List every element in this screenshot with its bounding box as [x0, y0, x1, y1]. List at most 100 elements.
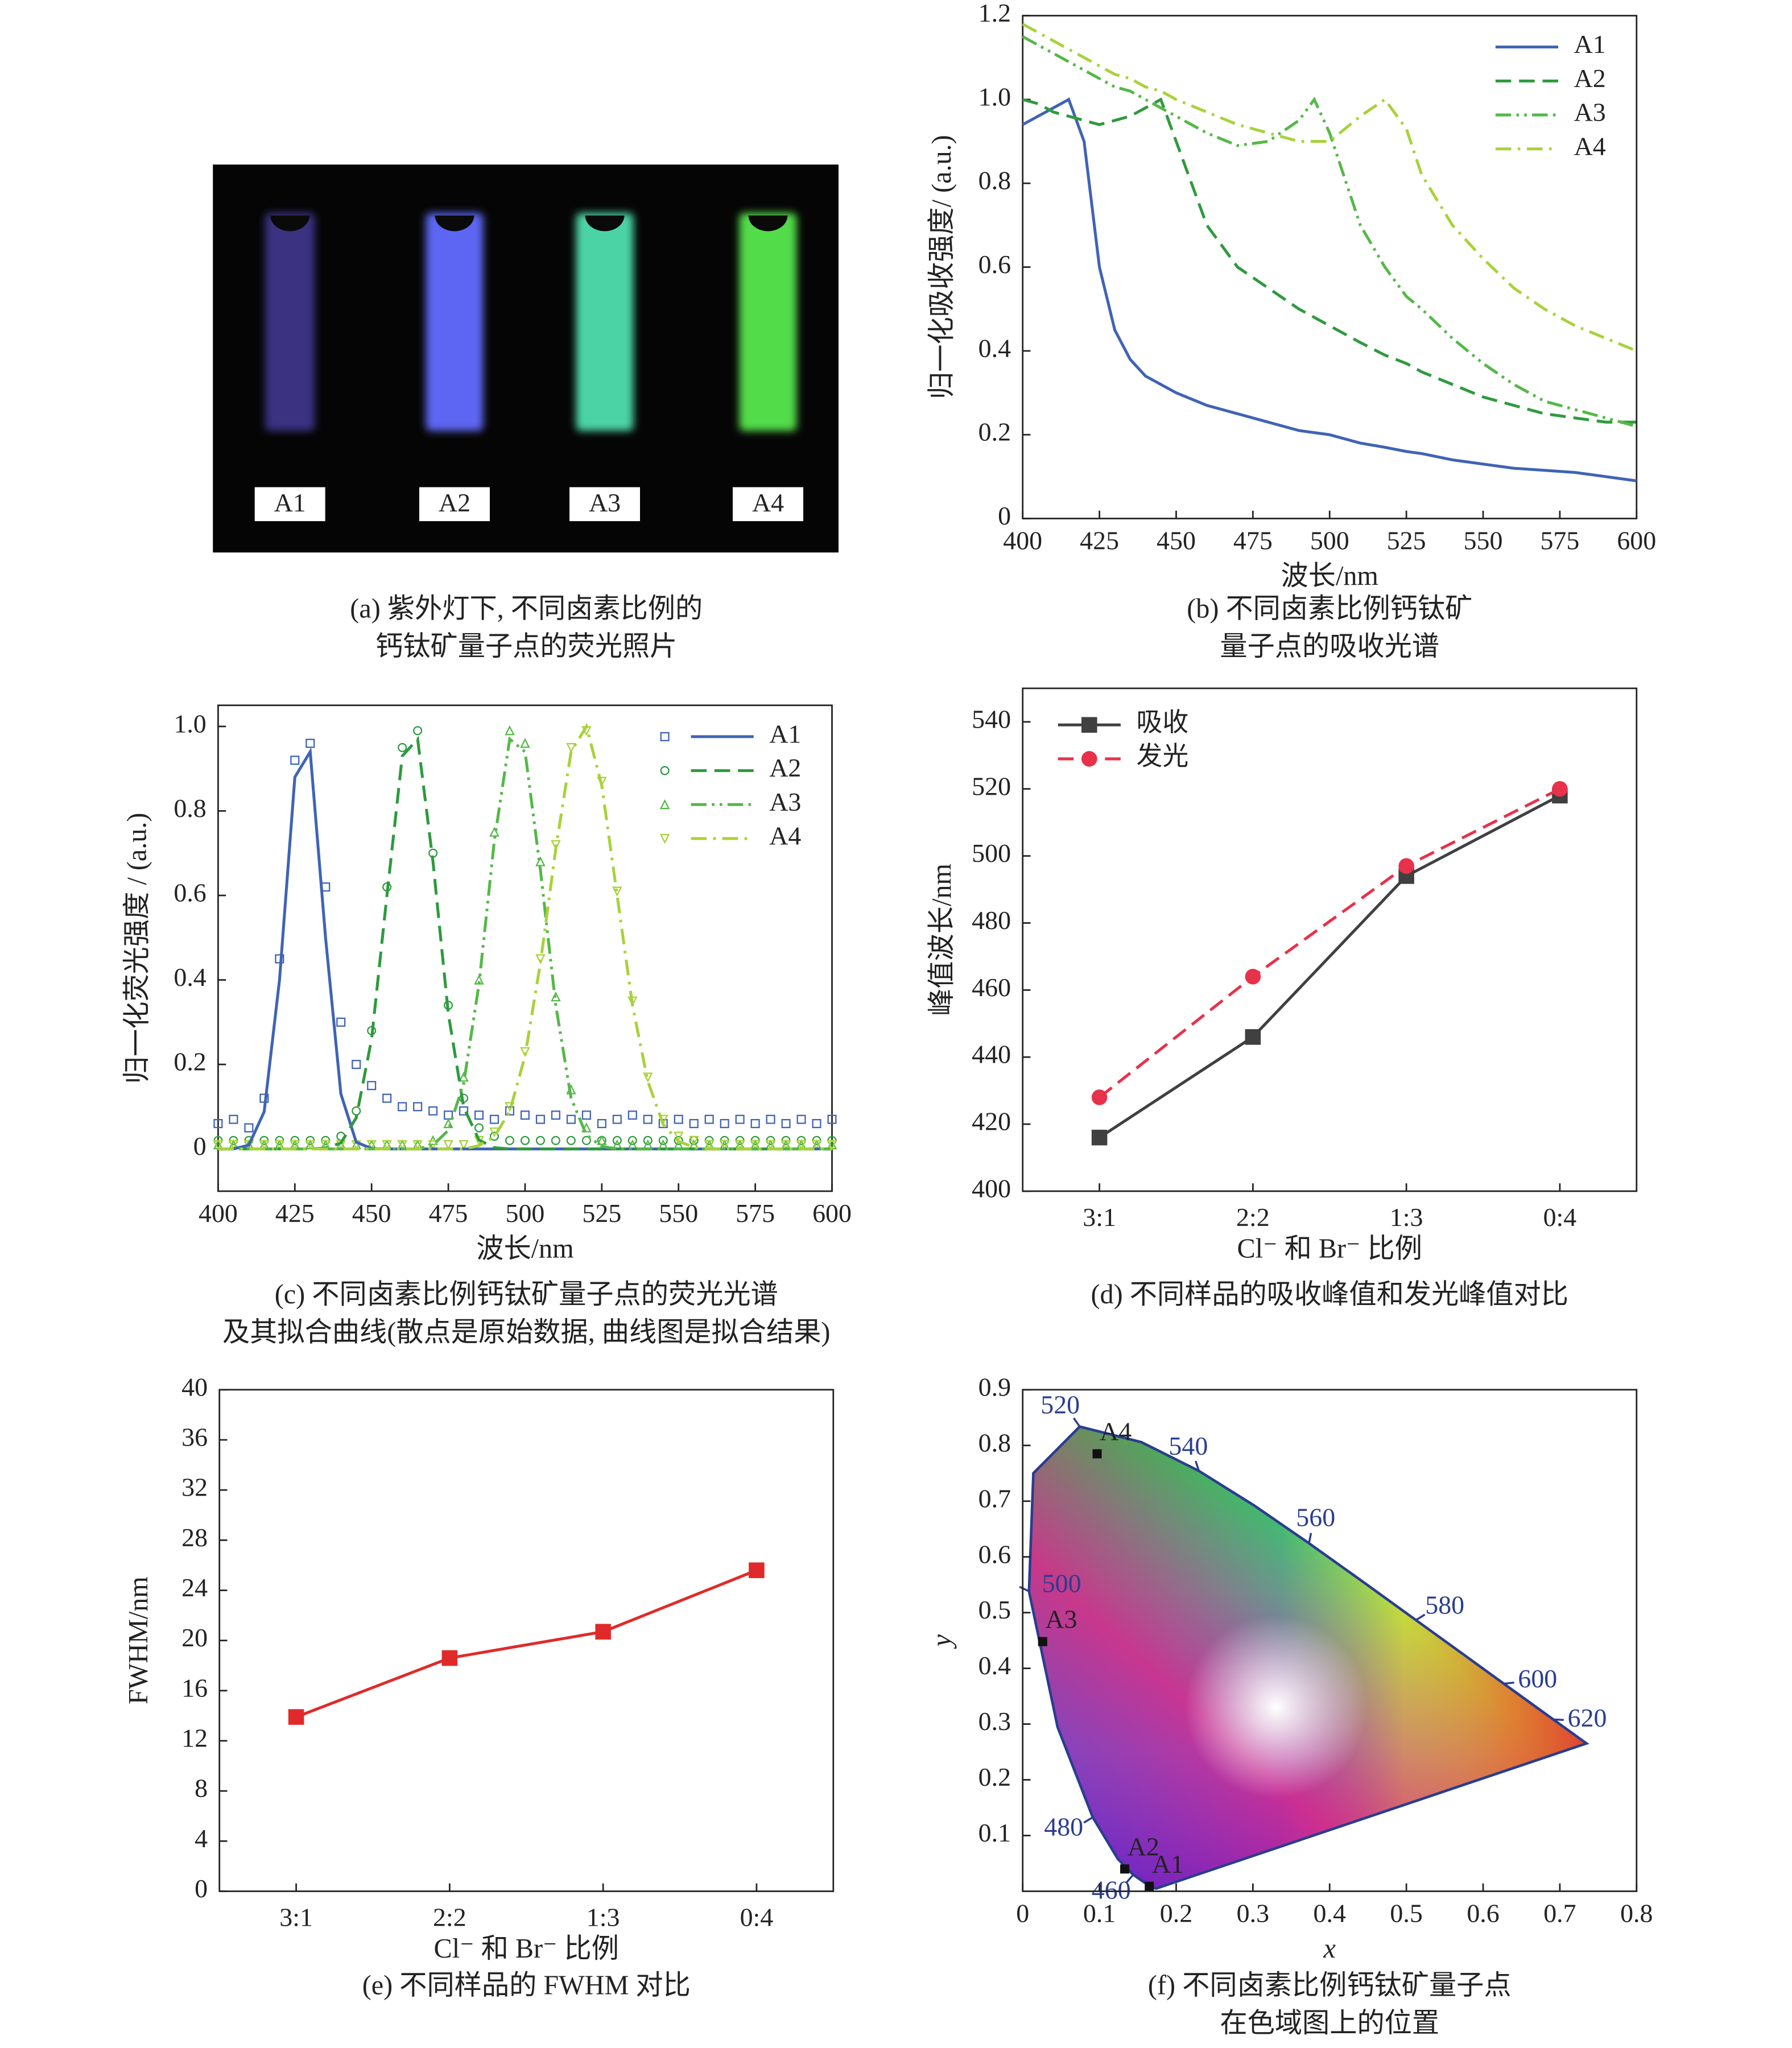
- raw-point: [459, 1140, 469, 1150]
- data-point: [1245, 968, 1261, 985]
- locus-tick: [1504, 1681, 1514, 1685]
- x-tick-label: 600: [1617, 526, 1656, 555]
- raw-point: [213, 1140, 224, 1150]
- y-tick-label: 0.2: [978, 418, 1011, 447]
- x-tick-label: 3:1: [279, 1903, 313, 1932]
- raw-point: [366, 1140, 377, 1150]
- y-tick-label: 520: [972, 771, 1011, 800]
- raw-point: [398, 743, 407, 753]
- raw-point: [627, 1136, 637, 1145]
- label-box: [419, 487, 490, 522]
- x-tick-label: 2:2: [1236, 1203, 1270, 1232]
- x-tick-label: 525: [582, 1199, 621, 1228]
- locus-tick: [1553, 1718, 1564, 1721]
- locus-tick: [1083, 1816, 1093, 1824]
- raw-point: [274, 1140, 285, 1150]
- y-tick-label: 0.8: [174, 794, 206, 823]
- legend-label: A1: [1574, 30, 1606, 59]
- legend-label: A3: [1574, 98, 1606, 127]
- raw-point: [704, 1114, 714, 1124]
- legend-marker: [659, 799, 670, 810]
- legend-marker: [1081, 751, 1097, 767]
- x-tick-label: 575: [1540, 526, 1579, 555]
- sample-label: A1: [274, 488, 306, 517]
- raw-point: [535, 1114, 545, 1124]
- point-label: A3: [1045, 1605, 1077, 1634]
- spectral-locus: [1027, 1425, 1589, 1890]
- point-label: A4: [1100, 1417, 1132, 1446]
- label-box: [569, 487, 640, 522]
- locus-tick: [1308, 1533, 1312, 1544]
- locus-tick: [1195, 1460, 1200, 1472]
- raw-point: [443, 1140, 453, 1150]
- raw-point: [535, 1136, 545, 1145]
- x-tick-label: 0:4: [1543, 1203, 1577, 1232]
- raw-point: [643, 1136, 653, 1145]
- raw-point: [428, 1106, 438, 1116]
- data-point: [595, 1624, 611, 1640]
- y-tick-label: 1.0: [174, 709, 206, 738]
- series-line: [218, 747, 832, 1151]
- series-line: [1022, 97, 1637, 482]
- y-tick-label: 0.8: [978, 166, 1011, 195]
- raw-point: [213, 1119, 223, 1129]
- series-line: [218, 736, 832, 1151]
- y-tick-label: 24: [181, 1573, 208, 1602]
- x-axis-title: Cl⁻ 和 Br⁻ 比例: [434, 1934, 619, 1964]
- y-tick-label: 16: [181, 1673, 208, 1702]
- sample-point: [1092, 1449, 1102, 1459]
- y-axis-title: 峰值波长/nm: [927, 864, 957, 1016]
- raw-point: [520, 1136, 530, 1145]
- y-axis-title: FWHM/nm: [123, 1576, 154, 1704]
- y-tick-label: 36: [181, 1423, 208, 1452]
- x-tick-label: 600: [812, 1199, 852, 1228]
- y-tick-label: 0.5: [978, 1595, 1011, 1624]
- raw-point: [719, 1140, 730, 1150]
- raw-point: [320, 1140, 331, 1150]
- wavelength-label: 580: [1425, 1591, 1464, 1620]
- meniscus: [585, 215, 625, 232]
- x-axis-title: 波长/nm: [476, 1234, 573, 1264]
- x-tick-label: 475: [1233, 526, 1273, 555]
- wavelength-label: 460: [1092, 1875, 1131, 1904]
- raw-point: [489, 1132, 499, 1141]
- wavelength-label: 500: [1042, 1568, 1081, 1597]
- raw-point: [781, 1140, 791, 1150]
- raw-point: [750, 1140, 761, 1150]
- raw-point: [827, 1114, 837, 1124]
- x-tick-label: 0.6: [1467, 1899, 1499, 1928]
- gamut-fill: [1029, 1426, 1587, 1889]
- y-tick-label: 0.2: [978, 1762, 1011, 1791]
- data-point: [749, 1562, 765, 1579]
- label-box: [254, 487, 325, 522]
- y-tick-label: 8: [195, 1774, 208, 1803]
- raw-point: [612, 1136, 622, 1145]
- raw-point: [720, 1119, 729, 1129]
- y-tick-label: 0.9: [978, 1372, 1011, 1401]
- caption: (a) 紫外灯下, 不同卤素比例的: [350, 594, 703, 624]
- raw-point: [352, 1060, 361, 1070]
- raw-point: [520, 738, 530, 748]
- x-tick-label: 500: [506, 1199, 545, 1228]
- x-tick-label: 0.1: [1083, 1899, 1116, 1928]
- sample-label: A4: [752, 488, 784, 517]
- cuvette: [426, 213, 484, 431]
- legend-label: A2: [1574, 64, 1606, 93]
- x-tick-label: 2:2: [433, 1903, 466, 1932]
- x-tick-label: 475: [429, 1199, 468, 1228]
- legend-marker: [1081, 717, 1097, 733]
- data-point: [1552, 781, 1568, 797]
- meniscus: [748, 215, 788, 232]
- x-tick-label: 425: [1080, 526, 1119, 555]
- data-point: [1091, 1129, 1108, 1146]
- raw-point: [566, 1114, 576, 1124]
- legend-label: A4: [769, 821, 801, 850]
- locus-tick: [1125, 1874, 1134, 1884]
- legend-marker: [660, 766, 670, 775]
- data-point: [288, 1709, 304, 1725]
- sample-point: [1120, 1864, 1130, 1874]
- x-tick-label: 0.3: [1237, 1899, 1269, 1928]
- y-tick-label: 500: [972, 839, 1011, 868]
- x-tick-label: 0:4: [740, 1903, 774, 1932]
